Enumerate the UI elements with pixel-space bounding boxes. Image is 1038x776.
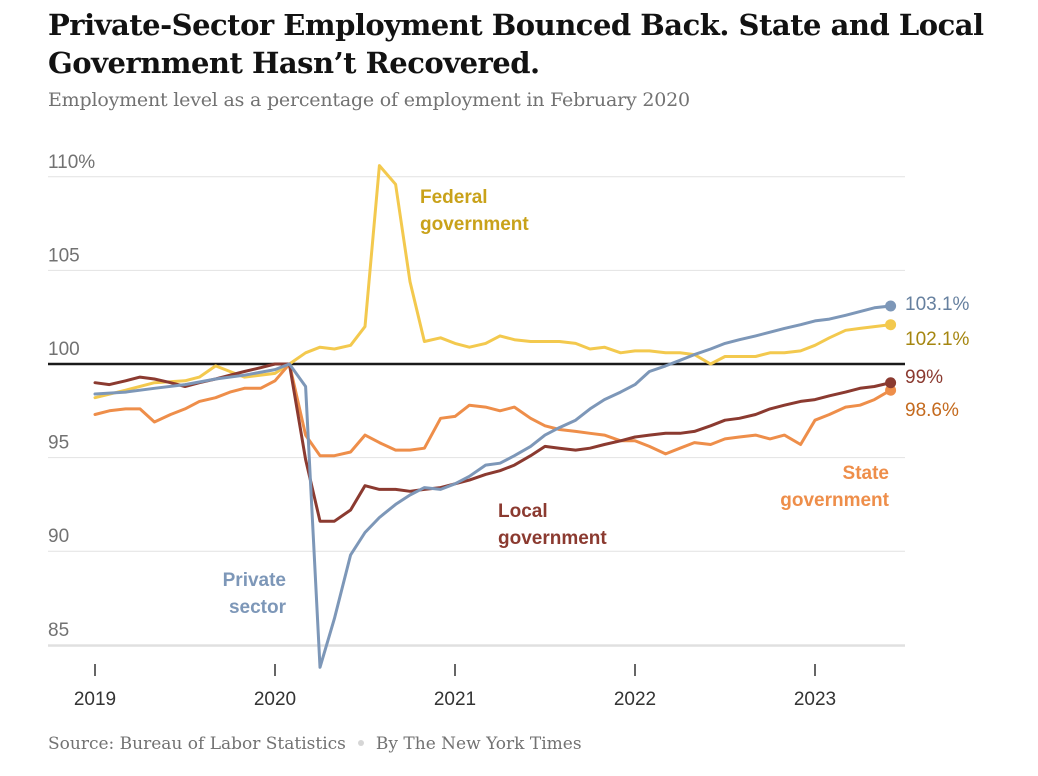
y-tick-label: 95 (48, 433, 69, 454)
end-value-label-local-government: 99% (905, 367, 943, 388)
series-line-state-government (93, 362, 893, 458)
end-point-private-sector (885, 300, 897, 312)
chart-footer: Source: Bureau of Labor Statistics By The… (48, 734, 582, 754)
y-tick-label: 105 (48, 245, 80, 266)
chart-subtitle: Employment level as a percentage of empl… (48, 89, 690, 111)
series-label-federal-government: Federal (420, 187, 488, 208)
x-tick-label: 2023 (794, 689, 836, 710)
series-lines (93, 164, 897, 669)
series-label-federal-government: government (420, 214, 529, 235)
end-value-label-federal-government: 102.1% (905, 329, 970, 350)
series-label-local-government: Local (498, 501, 548, 522)
byline: By The New York Times (375, 734, 582, 754)
series-label-state-government: government (780, 490, 889, 511)
y-tick-label: 100 (48, 339, 80, 360)
y-tick-label: 90 (48, 526, 69, 547)
source-note: Source: Bureau of Labor Statistics (48, 734, 346, 754)
chart-title: Private-Sector Employment Bounced Back. … (48, 8, 984, 80)
end-value-label-private-sector: 103.1% (905, 294, 970, 315)
series-line-local-government (93, 362, 893, 523)
y-tick-label: 110% (48, 152, 95, 173)
end-point-local-government (885, 377, 897, 389)
x-tick-label: 2021 (434, 689, 476, 710)
x-tick-label: 2022 (614, 689, 656, 710)
end-value-label-state-government: 98.6% (905, 400, 959, 421)
series-labels: Private sector 103.1% Federal government 102.… (223, 187, 970, 618)
x-tick-label: 2019 (74, 689, 116, 710)
y-axis-tick-labels: 110% 105 100 95 90 85 (48, 152, 95, 641)
series-label-private-sector: sector (229, 597, 287, 618)
gridlines (48, 176, 905, 646)
series-line-private-sector (93, 304, 893, 669)
end-point-federal-government (885, 319, 897, 331)
series-label-private-sector: Private (223, 570, 286, 591)
y-tick-label: 85 (48, 620, 69, 641)
series-label-state-government: State (843, 463, 889, 484)
series-label-local-government: government (498, 528, 607, 549)
x-axis: 2019 2020 2021 2022 2023 (48, 645, 905, 710)
x-tick-label: 2020 (254, 689, 296, 710)
separator-dot (357, 740, 364, 746)
